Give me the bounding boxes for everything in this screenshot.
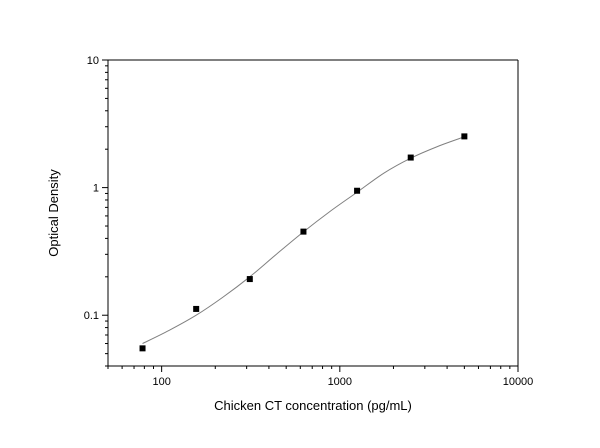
data-point <box>300 228 307 235</box>
data-point <box>461 133 468 140</box>
y-tick-label: 1 <box>93 183 99 195</box>
axis-ticks: 100 1000 10000 0.1 1 10 <box>84 55 534 388</box>
plot-frame <box>107 59 519 367</box>
data-point <box>407 154 414 161</box>
x-tick-label: 1000 <box>328 376 352 388</box>
y-tick-label: 0.1 <box>84 310 99 322</box>
x-axis-title: Chicken CT concentration (pg/mL) <box>214 398 412 413</box>
data-point <box>246 276 253 283</box>
x-tick-label: 100 <box>152 376 170 388</box>
y-axis-title: Optical Density <box>46 169 61 257</box>
data-points <box>139 133 468 352</box>
x-tick-label: 10000 <box>503 376 534 388</box>
data-point <box>193 305 200 312</box>
data-point <box>354 187 361 194</box>
y-tick-label: 10 <box>87 55 99 67</box>
data-point <box>139 345 146 352</box>
fit-curve-line <box>142 136 465 344</box>
